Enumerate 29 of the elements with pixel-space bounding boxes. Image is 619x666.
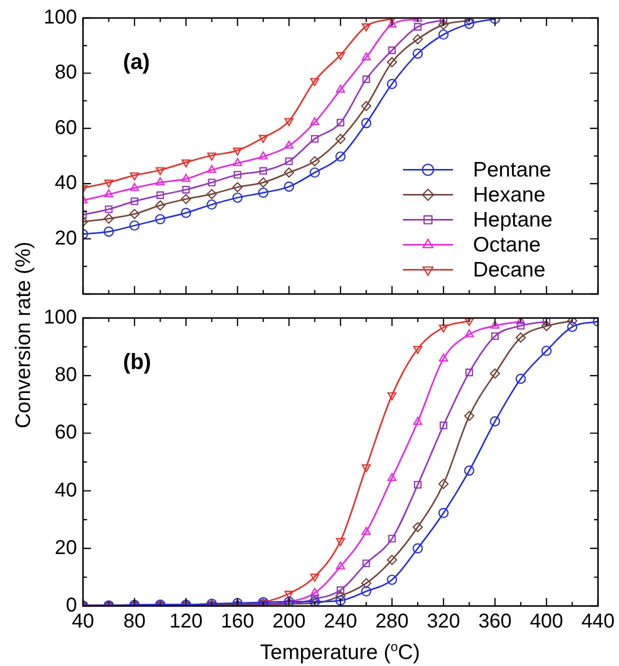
x-axis-title: Temperature ($^{o}$C)	[260, 639, 420, 665]
x-tick-label: 280	[375, 610, 409, 633]
y-tick-label: 40	[54, 172, 77, 194]
x-tick-label: 160	[220, 610, 254, 633]
x-tick-label: 320	[426, 610, 460, 633]
legend-label: Heptane	[473, 208, 552, 232]
y-tick-label: 60	[54, 422, 77, 444]
y-tick-label: 20	[54, 536, 77, 559]
annotation: (b)	[123, 349, 152, 374]
y-axis-title: Conversion rate (%)	[12, 242, 36, 428]
y-tick-label: 60	[54, 116, 77, 139]
y-tick-label: 80	[54, 62, 77, 84]
x-tick-label: 120	[169, 610, 203, 633]
x-tick-label: 360	[478, 610, 512, 633]
annotation: (a)	[123, 49, 150, 74]
y-tick-label: 100	[44, 306, 77, 329]
x-tick-label: 80	[123, 610, 146, 633]
legend-label: Hexane	[473, 184, 546, 207]
y-tick-label: 80	[54, 364, 77, 386]
x-tick-label: 200	[272, 610, 306, 633]
legend-label: Pentane	[473, 158, 552, 182]
y-tick-label: 40	[54, 479, 77, 502]
x-tick-label: 240	[324, 610, 358, 633]
legend-label: Octane	[473, 234, 541, 257]
x-tick-label: 440	[581, 610, 615, 633]
x-tick-label: 400	[530, 610, 564, 633]
y-tick-label: 100	[44, 6, 77, 29]
y-tick-label: 20	[54, 227, 77, 250]
legend-label: Decane	[473, 258, 546, 282]
